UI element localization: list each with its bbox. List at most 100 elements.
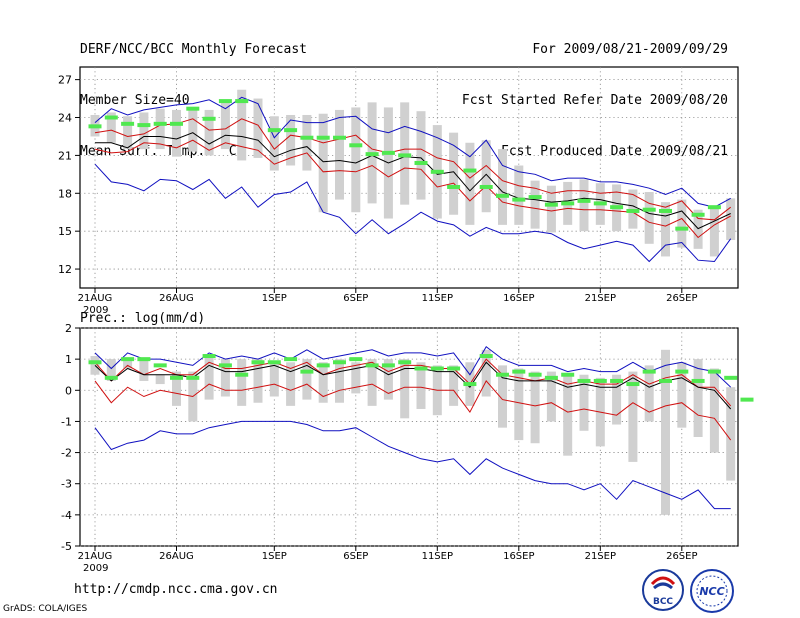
- header-member-size: Member Size=40: [80, 93, 190, 108]
- panel1-xtick-label: 26AUG: [159, 293, 194, 304]
- panel2-range-bar: [269, 362, 279, 397]
- panel2-range-bar: [449, 365, 459, 406]
- panel1-xtick-label: 21SEP: [585, 293, 616, 304]
- panel1-ytick-label: 15: [58, 225, 72, 238]
- panel2-range-bar: [204, 356, 214, 400]
- panel1-range-bar: [416, 111, 426, 200]
- panel2-frame: [79, 327, 739, 547]
- panel2-range-bar: [383, 359, 393, 400]
- panel1-range-bar: [172, 109, 181, 157]
- panel2-range-bar: [726, 387, 736, 481]
- panel1-range-bar: [498, 149, 507, 225]
- panel2-xtick-label: 21SEP: [585, 551, 616, 562]
- panel1-range-bar: [237, 89, 247, 161]
- panel1-range-bar: [302, 114, 312, 171]
- panel2-range-bar: [481, 349, 491, 397]
- panel1-ytick-label: 21: [58, 149, 72, 162]
- panel2-range-bar: [644, 365, 654, 422]
- panel1-range-bar: [269, 116, 279, 171]
- panel2-range-bar: [579, 374, 589, 431]
- panel2-series-lower: [94, 380, 732, 441]
- panel1-xtick-label: 21AUG: [78, 293, 113, 304]
- panel1-range-bar: [335, 109, 344, 200]
- panel1-range-bar: [530, 180, 540, 229]
- panel1-range-bar: [709, 208, 719, 257]
- panel1-range-bar: [220, 102, 230, 150]
- panel1-range-bar: [155, 108, 165, 150]
- panel1-range-bar: [253, 98, 263, 158]
- panel2-ytick-label: -1: [61, 415, 72, 428]
- panel2-ytick-label: -3: [61, 478, 72, 491]
- panel1-xtick-label: 6SEP: [343, 293, 368, 304]
- panel1-range-bar: [661, 202, 670, 257]
- panel1-ytick-label: 24: [58, 112, 72, 125]
- panel1-xtick-label: 26SEP: [666, 293, 697, 304]
- panel2-range-bar: [514, 368, 524, 441]
- panel2-range-bar: [563, 374, 573, 456]
- bcc-logo-text: BCC: [653, 597, 673, 607]
- footer-credit: GrADS: COLA/IGES: [3, 604, 88, 614]
- panel2-range-bar: [106, 359, 116, 381]
- panel1-range-bar: [546, 185, 556, 233]
- panel1-range-bar: [286, 114, 296, 166]
- panel1-range-bar: [481, 140, 491, 213]
- panel1-series-lower: [94, 139, 731, 239]
- panel2-range-bar: [123, 359, 133, 369]
- panel2-range-bar: [335, 359, 344, 403]
- panel2-ytick-label: -2: [61, 447, 72, 460]
- panel2-range-bar: [498, 365, 507, 428]
- panel2-range-bar: [693, 359, 703, 437]
- panel2-ytick-label: 1: [65, 353, 72, 366]
- panel2-xtick-label: 16SEP: [503, 551, 534, 562]
- panel2-range-bar: [237, 359, 247, 406]
- panel2-xtick-label: 21AUG: [78, 551, 113, 562]
- panel2-xtick-label: 26SEP: [666, 551, 697, 562]
- header-right: For 2009/08/21-2009/09/29 Fcst Started R…: [462, 10, 728, 179]
- panel1-year-label: 2009: [83, 305, 108, 316]
- footer-url[interactable]: http://cmdp.ncc.cma.gov.cn: [74, 582, 278, 597]
- panel2-xtick-label: 26AUG: [159, 551, 194, 562]
- panel2-xtick-label: 1SEP: [262, 551, 287, 562]
- header-start-date: Fcst Started Refer Date 2009/08/20: [461, 93, 728, 108]
- panel1-range-bar: [351, 107, 361, 213]
- panel2-range-bar: [367, 359, 377, 406]
- panel2-ytick-label: -4: [61, 509, 72, 522]
- panel2-range-bar: [677, 362, 687, 428]
- panel2-range-bar: [302, 359, 312, 400]
- panel2-range-bar: [172, 371, 181, 406]
- panel2-range-bar: [661, 349, 670, 515]
- panel2-range-bar: [416, 362, 426, 409]
- panel1-xtick-label: 16SEP: [503, 293, 534, 304]
- panel1-series-mean: [95, 132, 731, 230]
- panel1-range-bar: [726, 198, 736, 241]
- panel1-range-bar: [465, 142, 475, 225]
- panel1-frame: [79, 66, 739, 289]
- panel2-series-upper: [94, 358, 732, 407]
- panel1-xtick-label: 1SEP: [262, 293, 287, 304]
- panel2-series-max: [94, 345, 732, 388]
- panel2-range-bar: [318, 362, 328, 403]
- panel2-range-bar: [530, 371, 540, 444]
- panel1-range-bar: [318, 113, 328, 213]
- panel1-range-bar: [106, 112, 116, 143]
- panel2-range-bar: [90, 356, 100, 375]
- panel1-range-bar: [123, 116, 133, 150]
- panel2-ytick-label: 2: [65, 322, 72, 335]
- panel1-series-max: [94, 96, 731, 208]
- panel1-range-bar: [188, 107, 198, 152]
- panel2-ytick-label: 0: [65, 384, 72, 397]
- panel1-range-bar: [693, 209, 703, 249]
- panel1-ytick-label: 18: [58, 187, 72, 200]
- panel2-series-mean: [94, 361, 732, 410]
- panel2-range-bar: [253, 359, 263, 403]
- panel2-range-bar: [709, 368, 719, 453]
- panel1-xtick-label: 11SEP: [422, 293, 453, 304]
- panel2-year-label: 2009: [83, 563, 108, 574]
- panel1-range-bar: [677, 199, 687, 248]
- panel2-range-bar: [155, 374, 165, 385]
- panel2-range-bar: [139, 359, 149, 381]
- panel1-series-upper: [94, 118, 732, 221]
- panel2-range-bar: [628, 371, 638, 462]
- panel2-range-bar: [400, 359, 410, 419]
